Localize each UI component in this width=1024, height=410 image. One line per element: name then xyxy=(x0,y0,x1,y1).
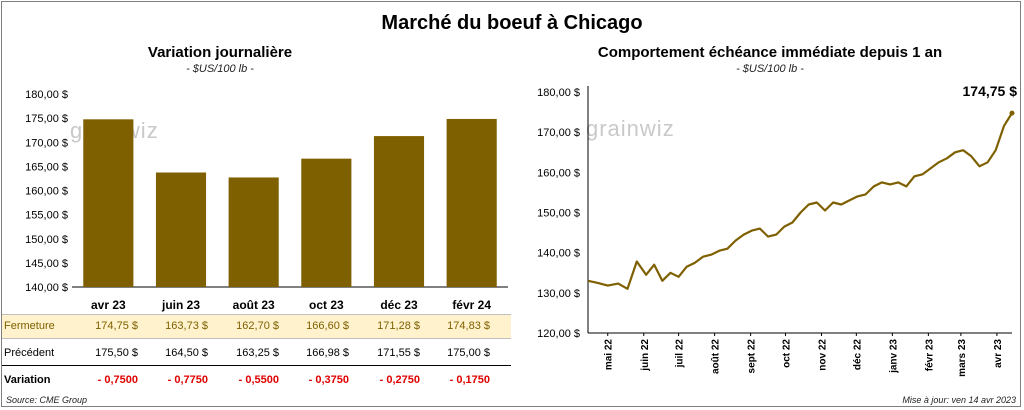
row-label: Fermeture xyxy=(4,320,55,332)
bar xyxy=(301,158,352,287)
table-cell: 162,70 $ xyxy=(236,320,279,332)
y-tick-label: 180,00 $ xyxy=(537,87,580,99)
table-cell: - 0,1750 xyxy=(449,374,490,386)
y-tick-label: 120,00 $ xyxy=(537,328,580,340)
bar xyxy=(228,177,279,287)
updated-note: Mise à jour: ven 14 avr 2023 xyxy=(902,395,1016,405)
table-cell: - 0,3750 xyxy=(308,374,349,386)
table-row-variation: Variation - 0,7500 - 0,7750 - 0,5500 - 0… xyxy=(2,369,511,392)
x-tick-label: déc 23 xyxy=(380,298,418,312)
left-chart-title: Variation journalière xyxy=(147,44,293,61)
table-cell: 163,73 $ xyxy=(165,320,208,332)
y-tick-label: 160,00 $ xyxy=(537,167,580,179)
table-cell: 166,98 $ xyxy=(306,347,349,359)
row-label: Précédent xyxy=(4,347,55,359)
y-tick-label: 165,00 $ xyxy=(25,161,68,173)
y-tick-label: 175,00 $ xyxy=(25,113,68,125)
table-cell: - 0,5500 xyxy=(238,374,279,386)
source-note: Source: CME Group xyxy=(6,395,88,405)
x-tick-label: juil 22 xyxy=(675,339,686,369)
y-tick-label: 140,00 $ xyxy=(537,248,580,260)
y-tick-label: 140,00 $ xyxy=(25,282,68,294)
table-row-fermeture: Fermeture 174,75 $ 163,73 $ 162,70 $ 166… xyxy=(2,314,511,339)
x-tick-label: févr 24 xyxy=(452,298,491,312)
main-title: Marché du boeuf à Chicago xyxy=(381,12,643,34)
y-tick-label: 180,00 $ xyxy=(25,89,68,101)
series-line xyxy=(587,112,1013,290)
bar xyxy=(373,136,425,287)
x-tick-label: juin 23 xyxy=(161,298,200,312)
table-cell: 174,83 $ xyxy=(447,320,490,332)
left-chart-unit: - $US/100 lb - xyxy=(186,63,254,75)
table-cell: 171,55 $ xyxy=(377,347,420,359)
x-tick-label: mars 23 xyxy=(957,339,968,377)
last-value-label: 174,75 $ xyxy=(963,83,1018,99)
y-tick-label: 150,00 $ xyxy=(537,208,580,220)
table-cell: 166,60 $ xyxy=(306,320,349,332)
y-tick-label: 130,00 $ xyxy=(537,288,580,300)
bar xyxy=(155,172,207,287)
table-cell: - 0,2750 xyxy=(379,374,420,386)
x-tick-label: août 22 xyxy=(711,339,722,374)
x-tick-label: juin 22 xyxy=(640,339,651,372)
right-chart-unit: - $US/100 lb - xyxy=(736,63,804,75)
table-cell: 164,50 $ xyxy=(165,347,208,359)
y-tick-label: 155,00 $ xyxy=(25,210,68,222)
y-tick-label: 170,00 $ xyxy=(25,137,68,149)
watermark-right: grainwiz xyxy=(586,116,675,141)
row-label: Variation xyxy=(4,374,51,386)
x-tick-label: avr 23 xyxy=(993,339,1004,368)
y-tick-label: 170,00 $ xyxy=(537,127,580,139)
x-tick-label: févr 23 xyxy=(924,339,935,372)
right-chart-title: Comportement échéance immédiate depuis 1… xyxy=(597,44,943,61)
y-tick-label: 145,00 $ xyxy=(25,258,68,270)
x-tick-label: avr 23 xyxy=(91,298,126,312)
table-cell: 163,25 $ xyxy=(236,347,279,359)
table-cell: - 0,7500 xyxy=(97,374,138,386)
table-cell: 174,75 $ xyxy=(95,320,138,332)
y-tick-label: 160,00 $ xyxy=(25,186,68,198)
x-tick-label: janv 23 xyxy=(888,339,899,374)
last-point xyxy=(1009,110,1015,116)
bar xyxy=(446,118,497,287)
x-tick-label: oct 23 xyxy=(309,298,344,312)
y-tick-label: 150,00 $ xyxy=(25,234,68,246)
table-cell: - 0,7750 xyxy=(167,374,208,386)
x-tick-label: déc 22 xyxy=(852,339,863,371)
table-cell: 171,28 $ xyxy=(377,320,420,332)
table-cell: 175,00 $ xyxy=(447,347,490,359)
x-tick-label: mai 22 xyxy=(604,339,615,371)
table-row-precedent: Précédent 175,50 $ 164,50 $ 163,25 $ 166… xyxy=(2,342,511,366)
x-tick-label: sept 22 xyxy=(747,339,758,374)
table-cell: 175,50 $ xyxy=(95,347,138,359)
x-tick-label: oct 22 xyxy=(781,339,792,368)
bar xyxy=(83,119,134,287)
x-tick-label: août 23 xyxy=(233,298,275,312)
x-tick-label: nov 22 xyxy=(817,339,828,371)
